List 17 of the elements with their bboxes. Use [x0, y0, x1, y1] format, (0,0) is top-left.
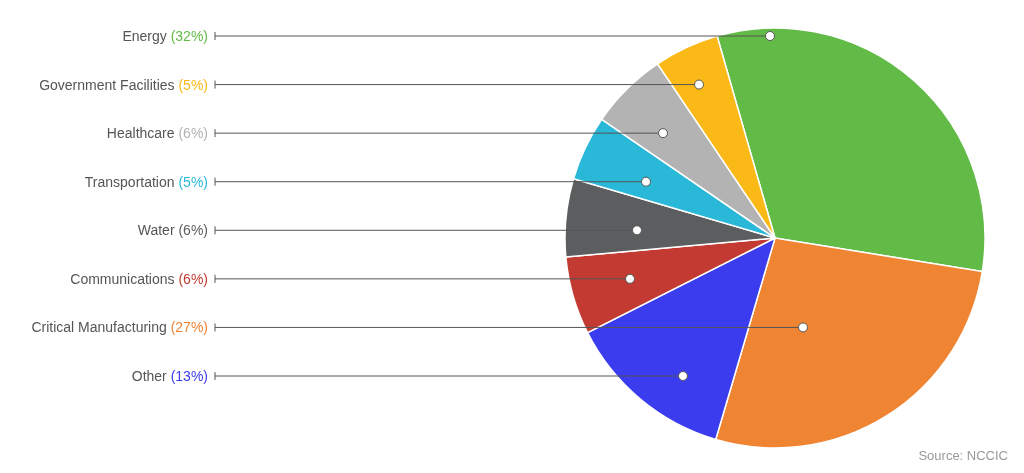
data-label: (6%)	[174, 222, 208, 239]
data-label: (5%)	[174, 173, 208, 190]
source-note: Source: NCCIC	[918, 448, 1008, 463]
slice-label: Water	[137, 222, 175, 239]
slice-label: Energy	[122, 28, 167, 44]
data-label: (13%)	[166, 368, 208, 384]
slice-label: Other	[131, 368, 167, 384]
slice-label: Healthcare	[106, 125, 175, 142]
data-label: (5%)	[174, 76, 208, 93]
data-label: (27%)	[166, 319, 208, 336]
data-label: (32%)	[166, 28, 208, 44]
data-label: (6%)	[174, 270, 208, 287]
slice-label: Critical Manufacturing	[31, 319, 167, 336]
slice-label: Communications	[70, 270, 175, 287]
data-label: (6%)	[174, 125, 208, 142]
slice-label: Government Facilities	[39, 76, 175, 93]
slice-label: Transportation	[84, 173, 175, 190]
